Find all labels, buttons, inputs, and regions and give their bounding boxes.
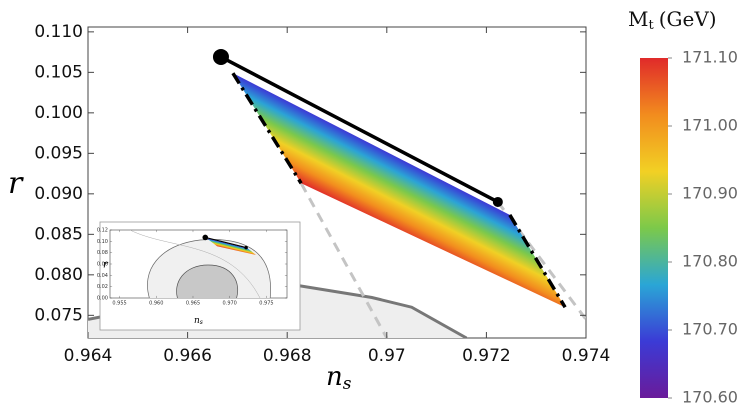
y-tick-label: 0.12	[97, 228, 108, 234]
inset-x-axis-label: ns	[194, 316, 203, 326]
x-tick-label: 0.960	[149, 301, 163, 307]
inset-y-axis-label: r	[103, 260, 109, 271]
colorbar-tick-label: 170.90	[682, 184, 738, 203]
x-axis-label: ns	[326, 362, 352, 394]
y-tick-label: 0.100	[34, 103, 83, 123]
region	[207, 238, 257, 255]
x-tick-label: 0.966	[163, 346, 212, 366]
point	[492, 196, 503, 207]
x-tick-label: 0.975	[259, 301, 273, 307]
y-axis-label: r	[8, 166, 24, 201]
y-tick-label: 0.110	[34, 22, 83, 42]
edge-line	[508, 213, 567, 309]
colorbar-title: Mt (GeV)	[628, 7, 717, 33]
point	[202, 234, 209, 241]
y-tick-label: 0.06	[97, 262, 108, 268]
x-tick-label: 0.972	[462, 346, 511, 366]
y-tick-label: 0.080	[34, 265, 83, 285]
x-tick-label: 0.97	[368, 346, 406, 366]
x-tick-label: 0.974	[562, 346, 611, 366]
y-tick-label: 0.10	[97, 239, 108, 245]
inset-contour-line	[129, 230, 261, 298]
colorbar-tick-label: 171.00	[682, 116, 738, 135]
colorbar-tick-label: 170.70	[682, 320, 738, 339]
y-tick-label: 0.02	[97, 284, 108, 290]
y-tick-label: 0.00	[97, 296, 108, 302]
x-tick-label: 0.968	[263, 346, 312, 366]
colorbar-tick-label: 170.80	[682, 252, 738, 271]
boundary-line	[205, 236, 247, 249]
y-tick-label: 0.095	[34, 143, 83, 163]
y-tick-label: 0.075	[34, 305, 83, 325]
inset-contour-inner	[176, 264, 238, 298]
colorbar	[640, 58, 668, 398]
boundary-line	[220, 55, 499, 204]
y-tick-label: 0.08	[97, 250, 108, 256]
x-tick-label: 0.955	[112, 301, 126, 307]
colorbar-tick-label: 170.60	[682, 388, 738, 407]
y-tick-label: 0.04	[97, 273, 108, 279]
colorbar-tick-label: 171.10	[682, 48, 738, 67]
x-tick-label: 0.965	[186, 301, 200, 307]
point	[212, 48, 229, 65]
y-tick-label: 0.105	[34, 62, 83, 82]
y-tick-label: 0.085	[34, 224, 83, 244]
edge-line	[231, 72, 303, 185]
x-tick-label: 0.964	[64, 346, 113, 366]
y-tick-label: 0.090	[34, 184, 83, 204]
point	[244, 245, 248, 250]
dashed-line	[299, 182, 389, 338]
x-tick-label: 0.970	[223, 301, 237, 307]
region	[232, 73, 566, 308]
